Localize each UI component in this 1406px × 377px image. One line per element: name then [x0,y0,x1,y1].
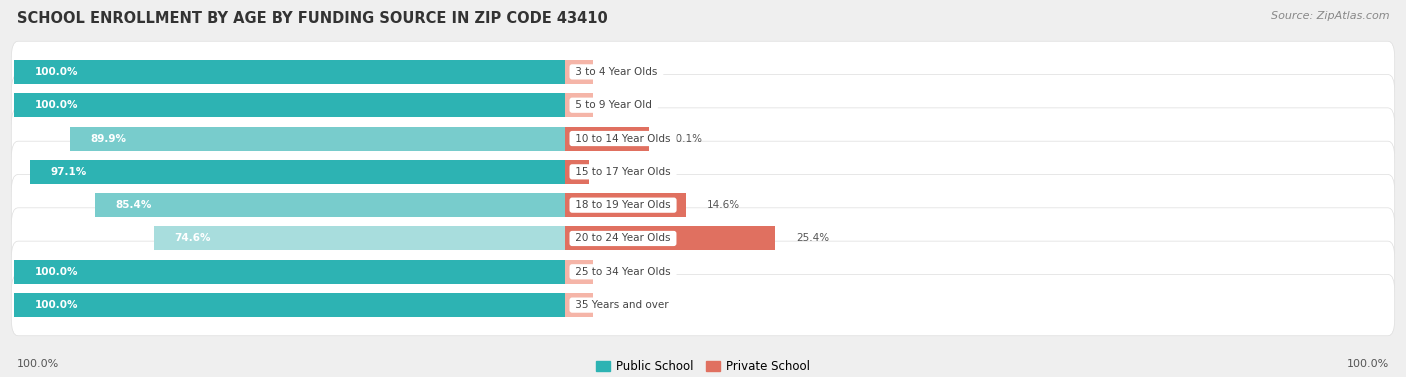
Text: 0.0%: 0.0% [586,267,612,277]
Text: 15 to 17 Year Olds: 15 to 17 Year Olds [572,167,673,177]
Bar [565,193,686,217]
Bar [70,127,565,150]
Text: 25 to 34 Year Olds: 25 to 34 Year Olds [572,267,673,277]
FancyBboxPatch shape [11,41,1395,103]
Text: 5 to 9 Year Old: 5 to 9 Year Old [572,100,655,110]
FancyBboxPatch shape [11,75,1395,136]
Text: 89.9%: 89.9% [90,133,127,144]
Bar [30,160,565,184]
Text: 0.0%: 0.0% [586,100,612,110]
Text: 97.1%: 97.1% [51,167,87,177]
Text: 100.0%: 100.0% [35,100,79,110]
Bar [565,93,593,117]
FancyBboxPatch shape [11,141,1395,202]
Text: 0.0%: 0.0% [586,300,612,310]
Text: 0.0%: 0.0% [586,67,612,77]
Legend: Public School, Private School: Public School, Private School [592,355,814,377]
Bar [14,260,565,284]
Text: 18 to 19 Year Olds: 18 to 19 Year Olds [572,200,673,210]
Text: 35 Years and over: 35 Years and over [572,300,672,310]
Bar [565,227,775,250]
Bar [565,260,593,284]
Text: 85.4%: 85.4% [115,200,152,210]
Bar [565,293,593,317]
Bar [565,127,648,150]
Text: 100.0%: 100.0% [1347,359,1389,369]
FancyBboxPatch shape [11,241,1395,302]
Bar [155,227,565,250]
Bar [565,160,589,184]
Text: 100.0%: 100.0% [35,67,79,77]
FancyBboxPatch shape [11,208,1395,269]
Text: 10 to 14 Year Olds: 10 to 14 Year Olds [572,133,673,144]
Bar [565,60,593,84]
Text: 14.6%: 14.6% [707,200,740,210]
FancyBboxPatch shape [11,274,1395,336]
Text: Source: ZipAtlas.com: Source: ZipAtlas.com [1271,11,1389,21]
Text: 100.0%: 100.0% [35,267,79,277]
Text: 10.1%: 10.1% [669,133,703,144]
Text: 100.0%: 100.0% [17,359,59,369]
Text: 25.4%: 25.4% [796,233,830,244]
Bar [14,293,565,317]
Text: 100.0%: 100.0% [35,300,79,310]
Text: 3 to 4 Year Olds: 3 to 4 Year Olds [572,67,661,77]
FancyBboxPatch shape [11,175,1395,236]
Text: 74.6%: 74.6% [174,233,211,244]
Text: 2.9%: 2.9% [610,167,637,177]
Bar [14,93,565,117]
Bar [94,193,565,217]
FancyBboxPatch shape [11,108,1395,169]
Bar [14,60,565,84]
Text: 20 to 24 Year Olds: 20 to 24 Year Olds [572,233,673,244]
Text: SCHOOL ENROLLMENT BY AGE BY FUNDING SOURCE IN ZIP CODE 43410: SCHOOL ENROLLMENT BY AGE BY FUNDING SOUR… [17,11,607,26]
